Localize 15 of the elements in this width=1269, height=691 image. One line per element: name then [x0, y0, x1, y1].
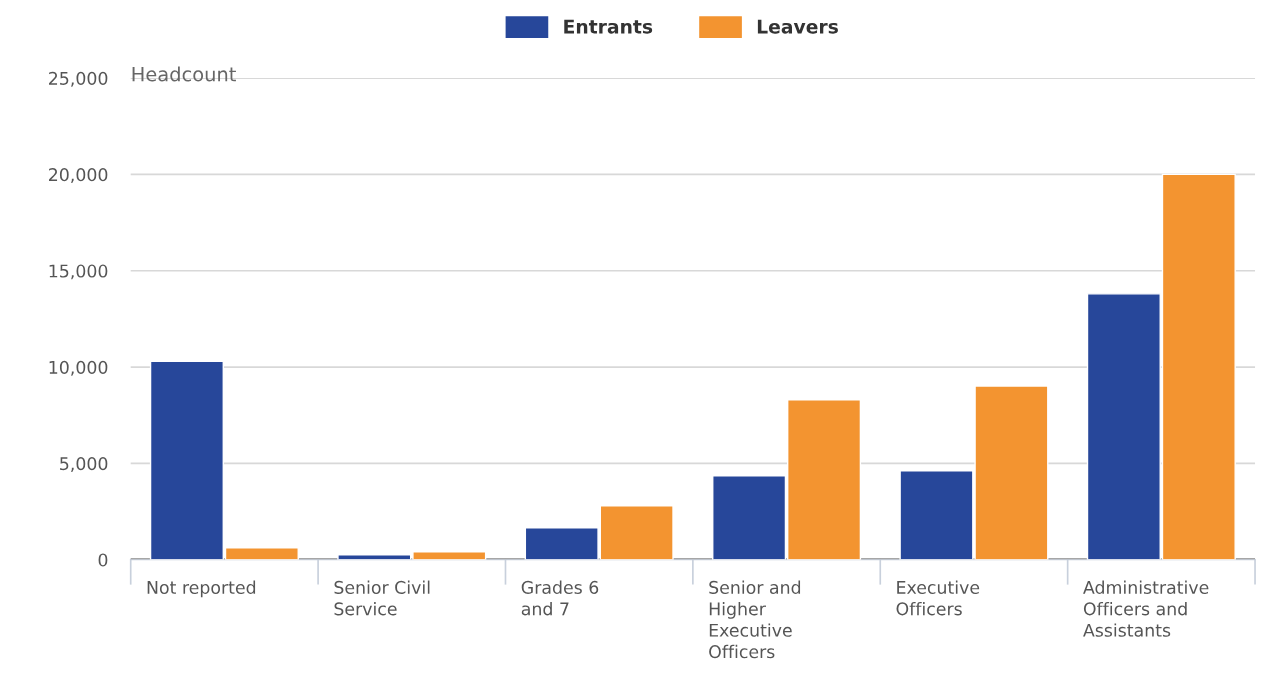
x-tick-label: Grades 6 and 7	[521, 580, 599, 616]
x-tick-label: Administrative Officers and Assistants	[1083, 580, 1209, 637]
y-tick-label: 5,000	[60, 457, 108, 472]
y-tick-label: 10,000	[49, 360, 108, 376]
y-tick-label: 20,000	[49, 168, 108, 184]
x-tick-label: Senior Civil Service	[334, 580, 430, 616]
y-axis-title: Headcount	[132, 66, 236, 82]
y-tick-label: 0	[98, 553, 108, 567]
x-tick-label: Executive Officers	[896, 580, 980, 616]
y-tick-label: 25,000	[49, 71, 108, 87]
x-tick-label: Senior and Higher Executive Officers	[709, 580, 801, 659]
legend-label: Entrants	[564, 19, 653, 34]
legend-label: Leavers	[757, 19, 838, 34]
y-tick-label: 15,000	[49, 264, 108, 280]
x-tick-label: Not reported	[147, 580, 256, 598]
